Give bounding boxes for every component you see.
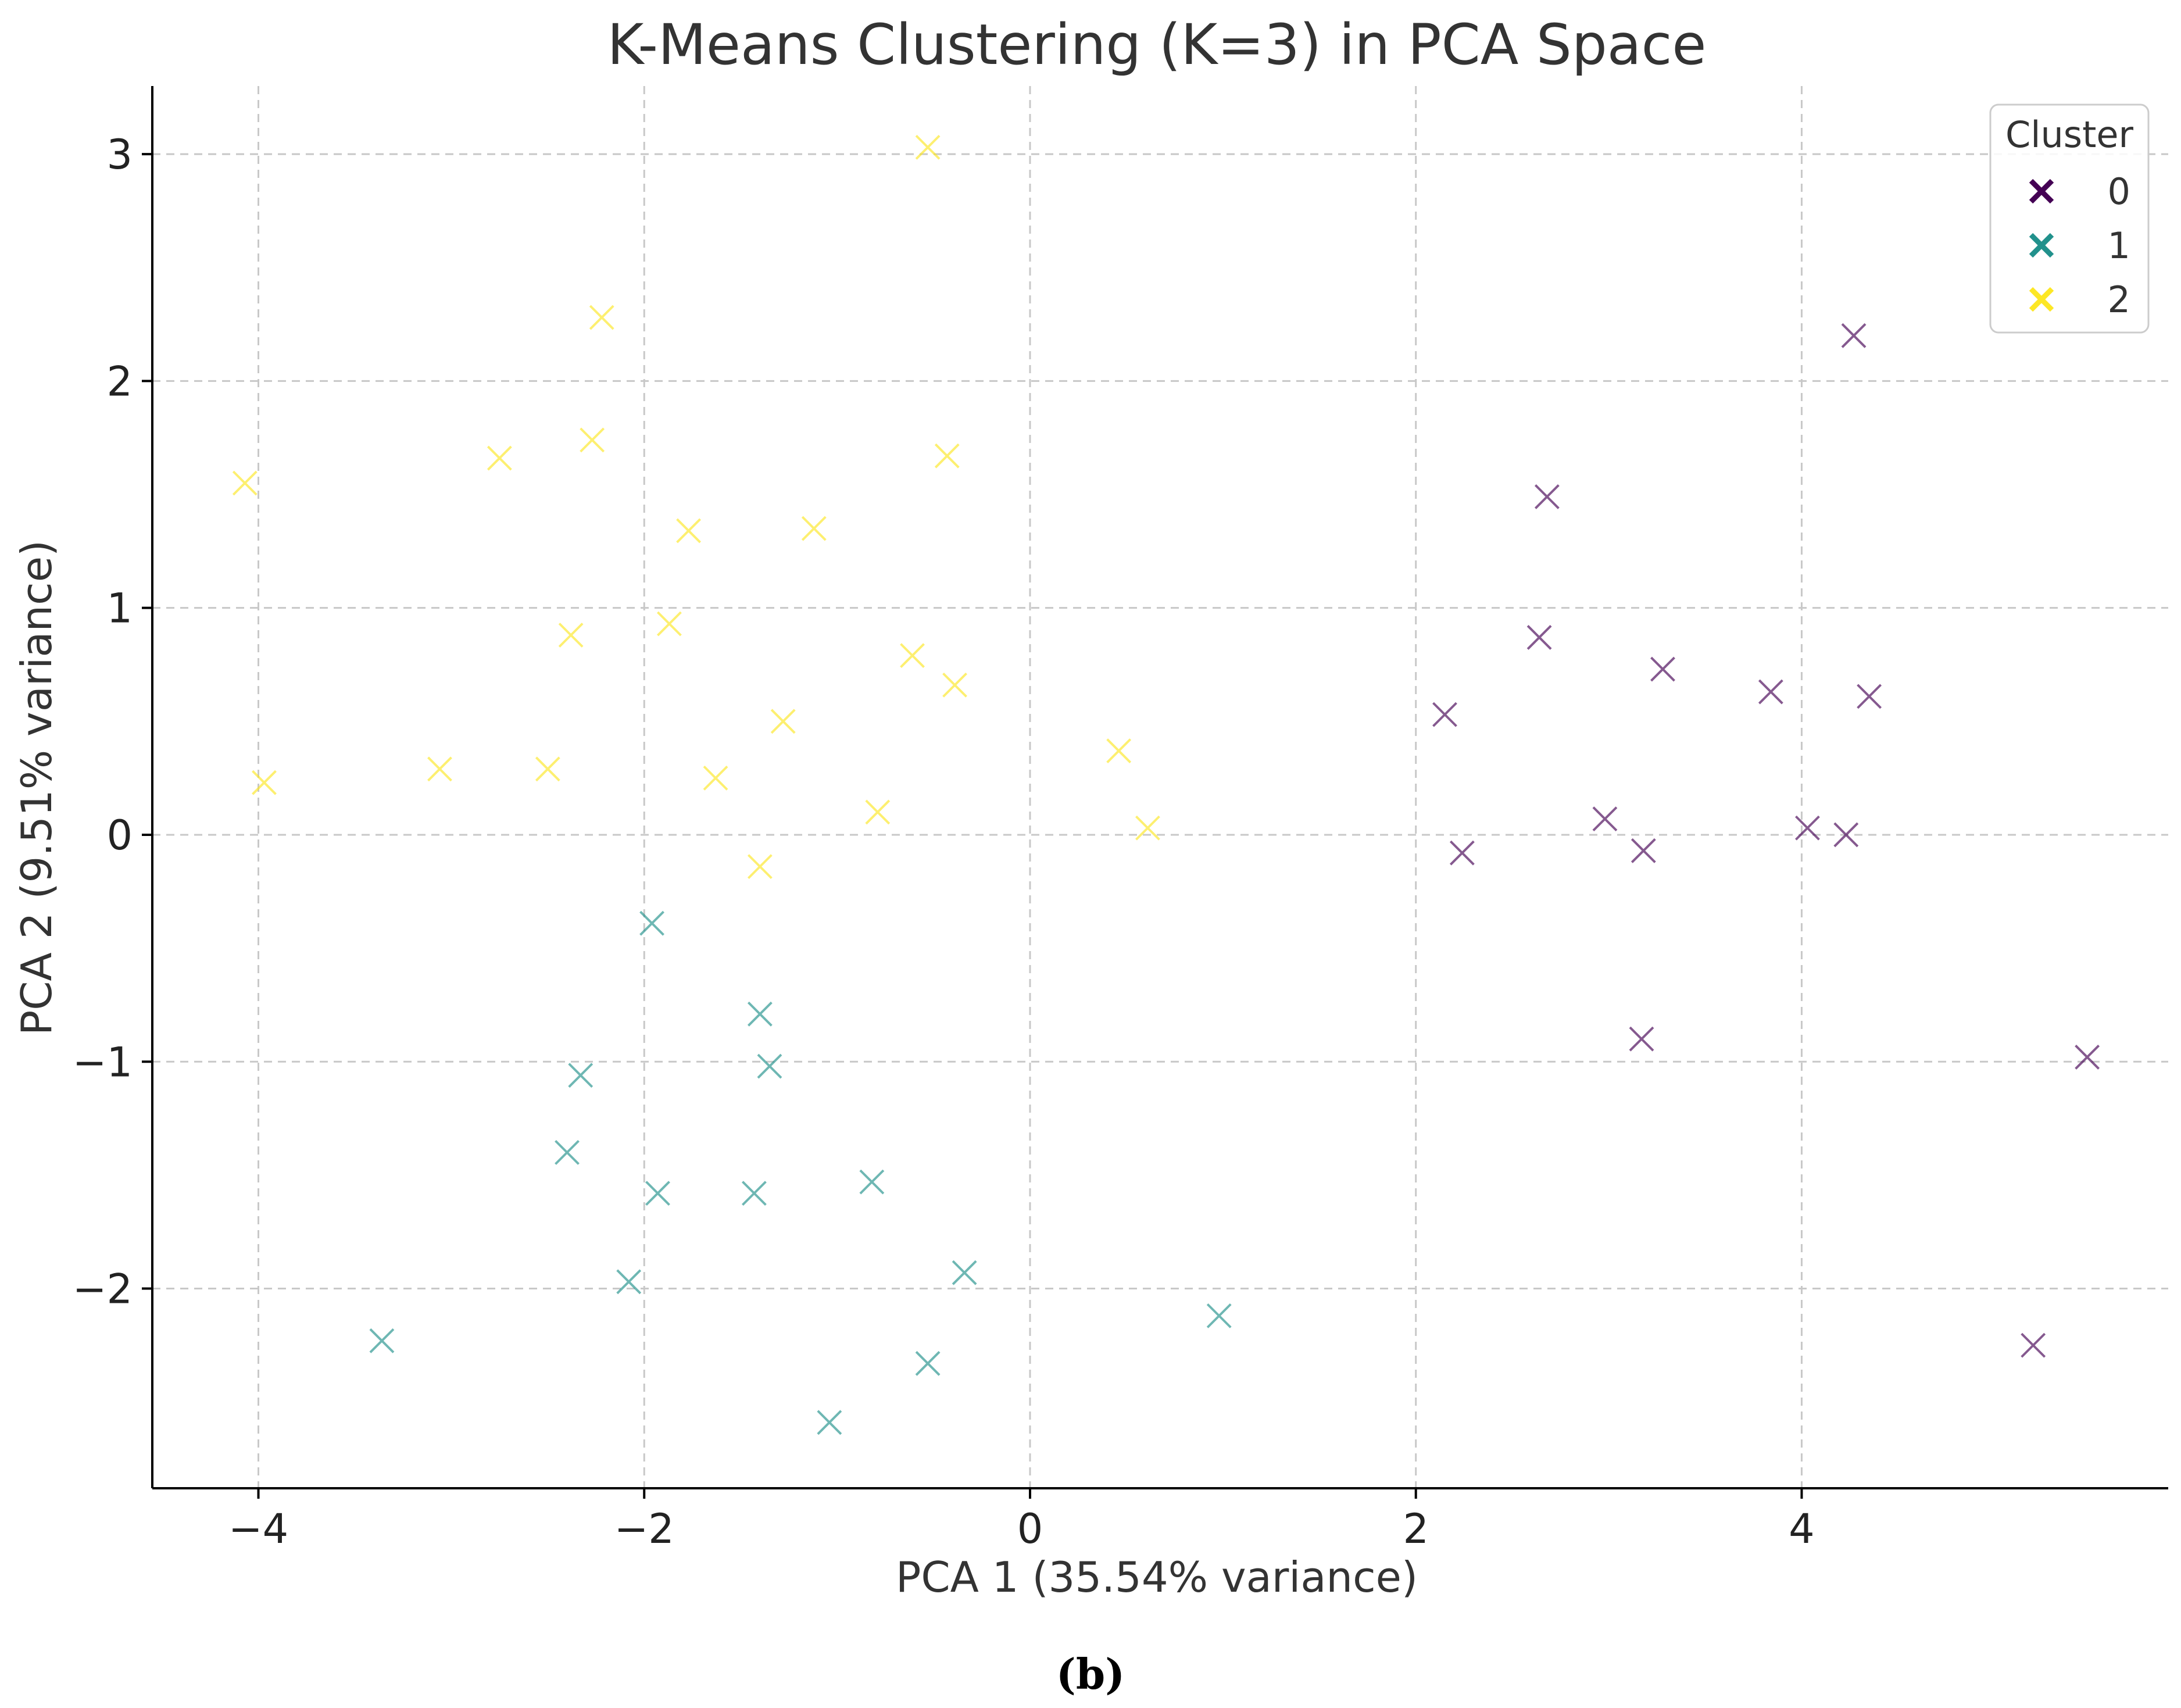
data-point-cluster-2 [915,134,941,160]
data-point-cluster-2 [942,672,967,698]
y-tick-label: 1 [106,585,133,633]
x-tick-label: 4 [1789,1505,1815,1553]
data-point-cluster-0 [1631,838,1656,863]
data-point-cluster-2 [487,445,512,471]
data-point-cluster-2 [589,305,614,330]
data-point-cluster-2 [252,770,277,795]
legend-entry-1: 1 [2029,224,2130,267]
chart-title: K-Means Clustering (K=3) in PCA Space [607,12,1707,77]
data-point-cluster-0 [1526,624,1552,650]
legend: Cluster 0 1 2 [1989,103,2150,334]
data-point-cluster-0 [1449,840,1475,866]
data-point-cluster-2 [801,516,827,541]
data-point-cluster-1 [555,1139,580,1165]
legend-entries: 0 1 2 [2029,170,2130,321]
data-point-cluster-2 [1135,815,1160,841]
data-point-cluster-0 [1432,702,1457,727]
y-tick-label: 3 [106,131,133,178]
legend-label: 1 [2108,224,2130,267]
data-point-cluster-0 [1857,684,1882,709]
x-axis-ticks: −4 −2 0 2 4 [228,1488,1815,1553]
data-point-cluster-0 [1592,806,1618,832]
data-point-cluster-1 [817,1410,842,1435]
data-point-cluster-2 [656,611,682,637]
data-point-cluster-2 [703,765,728,791]
data-point-cluster-2 [865,799,891,825]
data-point-cluster-2 [535,756,560,782]
data-point-cluster-1 [616,1269,642,1295]
y-tick-label: −2 [73,1266,133,1313]
data-point-cluster-2 [580,427,605,453]
data-point-cluster-2 [747,854,773,880]
data-point-cluster-1 [859,1169,885,1195]
legend-label: 2 [2108,278,2130,321]
data-point-cluster-0 [1534,484,1560,509]
data-point-cluster-1 [1206,1303,1232,1328]
data-points [232,134,2100,1435]
legend-title: Cluster [2005,113,2134,156]
data-point-cluster-2 [558,623,584,648]
data-point-cluster-0 [1794,815,1820,841]
data-point-cluster-2 [1106,738,1132,763]
data-point-cluster-1 [742,1181,767,1206]
data-point-cluster-1 [645,1181,670,1206]
data-point-cluster-1 [757,1053,782,1079]
data-point-cluster-0 [2021,1332,2046,1358]
data-point-cluster-0 [1841,323,1867,348]
data-point-cluster-2 [232,470,258,496]
data-point-cluster-0 [1650,656,1675,682]
y-axis-ticks: −2 −1 0 1 2 3 [73,131,152,1313]
legend-label: 0 [2108,170,2130,213]
y-tick-label: 0 [106,812,133,859]
data-point-cluster-0 [1629,1026,1654,1052]
y-axis-label: PCA 2 (9.51% variance) [12,540,61,1035]
data-point-cluster-0 [2075,1045,2100,1070]
data-point-cluster-1 [747,1001,773,1027]
data-point-cluster-1 [369,1328,395,1353]
legend-box [1989,103,2150,334]
data-point-cluster-1 [568,1063,593,1088]
legend-marker [2029,287,2054,312]
x-tick-label: −2 [614,1505,674,1553]
figure-caption: (b) [1056,1649,1125,1699]
y-tick-label: −1 [73,1038,133,1086]
data-point-cluster-2 [900,643,925,669]
x-tick-label: 2 [1403,1505,1429,1553]
data-point-cluster-1 [915,1350,941,1376]
y-tick-label: 2 [106,358,133,405]
data-point-cluster-0 [1758,679,1783,705]
legend-marker [2029,178,2054,204]
legend-entry-2: 2 [2029,278,2130,321]
legend-marker [2029,233,2054,258]
data-point-cluster-2 [427,756,452,782]
data-point-cluster-2 [770,709,796,734]
x-tick-label: 0 [1017,1505,1043,1553]
grid-lines [152,86,2168,1488]
x-axis-label: PCA 1 (35.54% variance) [896,1553,1418,1602]
data-point-cluster-1 [639,910,664,936]
data-point-cluster-1 [952,1260,977,1285]
x-tick-label: −4 [228,1505,288,1553]
data-point-cluster-2 [934,443,960,469]
data-point-cluster-2 [676,518,702,544]
data-point-cluster-0 [1833,822,1859,848]
legend-entry-0: 0 [2029,170,2130,213]
